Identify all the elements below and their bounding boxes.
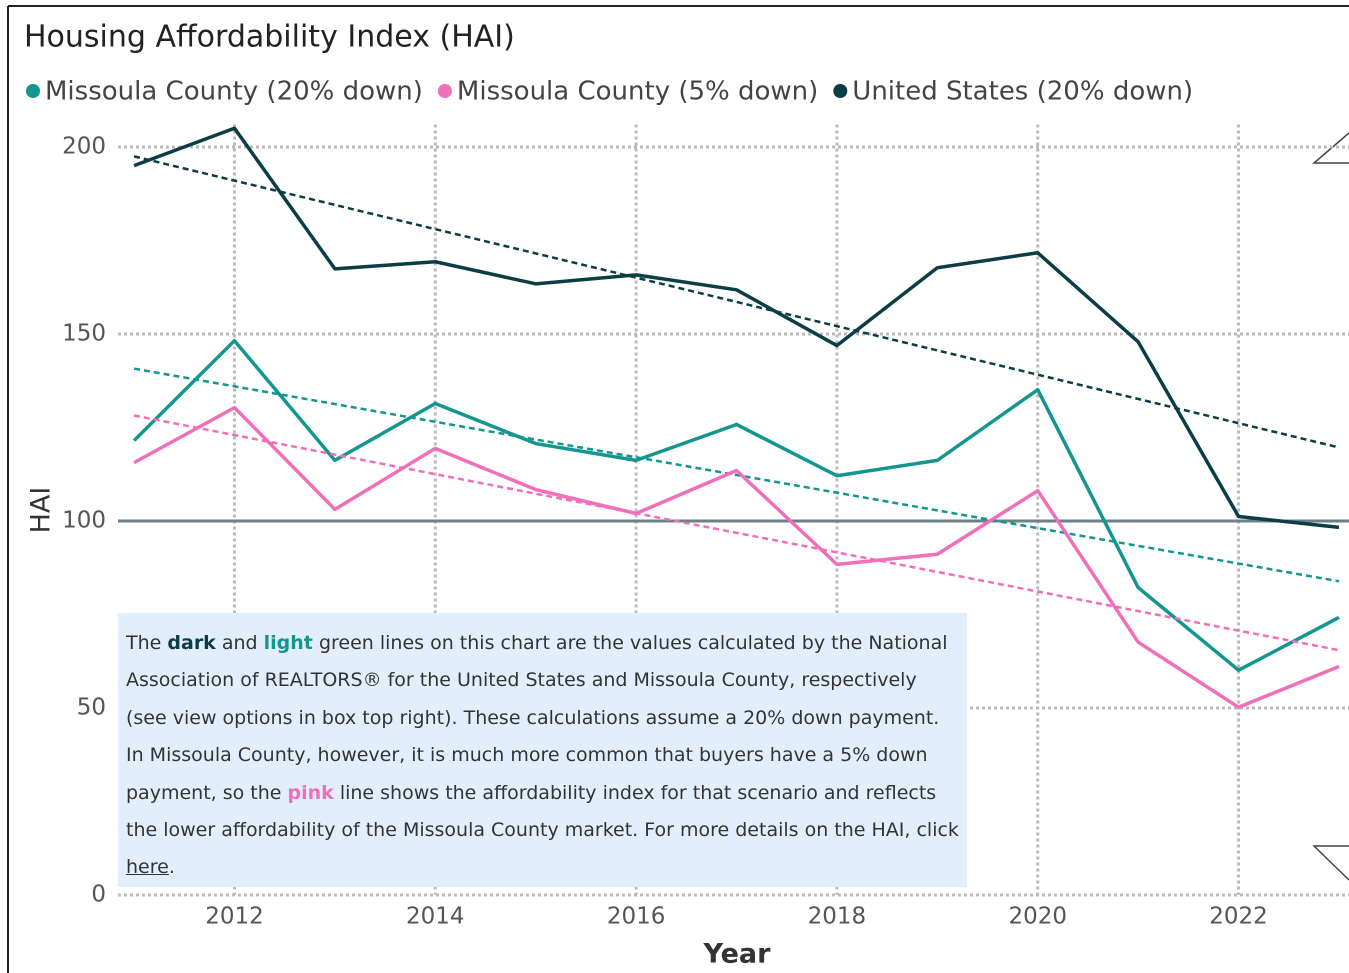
series-line — [133, 126, 1340, 530]
lines — [118, 126, 1349, 709]
x-tick-label: 2016 — [607, 904, 666, 930]
annotation-text: line shows the affordability index for t… — [126, 781, 959, 842]
annotation-text: light — [263, 632, 313, 654]
x-tick-label: 2020 — [1008, 904, 1067, 930]
chart-title: Housing Affordability Index (HAI) — [24, 20, 515, 55]
y-tick-label: 50 — [77, 694, 106, 720]
x-tick-label: 2012 — [205, 904, 264, 930]
series-line — [132, 338, 1340, 672]
x-tick-label: 2022 — [1209, 904, 1268, 930]
annotation-box: The dark and light green lines on this c… — [118, 613, 967, 887]
trendline — [133, 367, 1340, 583]
y-tick-label: 150 — [62, 320, 106, 346]
y-axis-label: HAI — [26, 487, 57, 534]
y-tick-label: 200 — [62, 133, 106, 159]
annotation-text: pink — [287, 781, 334, 804]
legend-marker — [833, 84, 848, 98]
x-tick-label: 2018 — [808, 904, 867, 930]
annotation-text: green lines on this chart are the values… — [126, 632, 948, 804]
legend-label: Missoula County (5% down) — [457, 77, 818, 107]
x-tick-label: 2014 — [406, 904, 465, 930]
annotation-text: and — [215, 632, 264, 654]
y-tick-label: 100 — [62, 507, 106, 533]
trendline — [133, 414, 1340, 652]
annotation-text: . — [168, 856, 175, 879]
legend-marker — [26, 84, 40, 98]
scroll-down[interactable] — [1312, 845, 1349, 881]
y-tick-label: 0 — [91, 882, 106, 908]
trendline — [133, 155, 1340, 449]
annotation: The dark and light green lines on this c… — [118, 613, 967, 887]
legend-marker — [437, 84, 452, 98]
series-line — [133, 405, 1340, 709]
scroll-up[interactable] — [1311, 132, 1349, 164]
legend-label: Missoula County (20% down) — [45, 77, 423, 107]
legend: Missoula County (20% down) Missoula Count… — [26, 77, 1193, 107]
legend-label: United States (20% down) — [852, 77, 1193, 107]
annotation-text: dark — [167, 632, 216, 654]
annotation-text: The — [126, 632, 168, 654]
x-axis-label: Year — [703, 939, 772, 970]
annotation-link[interactable]: here — [126, 856, 169, 879]
